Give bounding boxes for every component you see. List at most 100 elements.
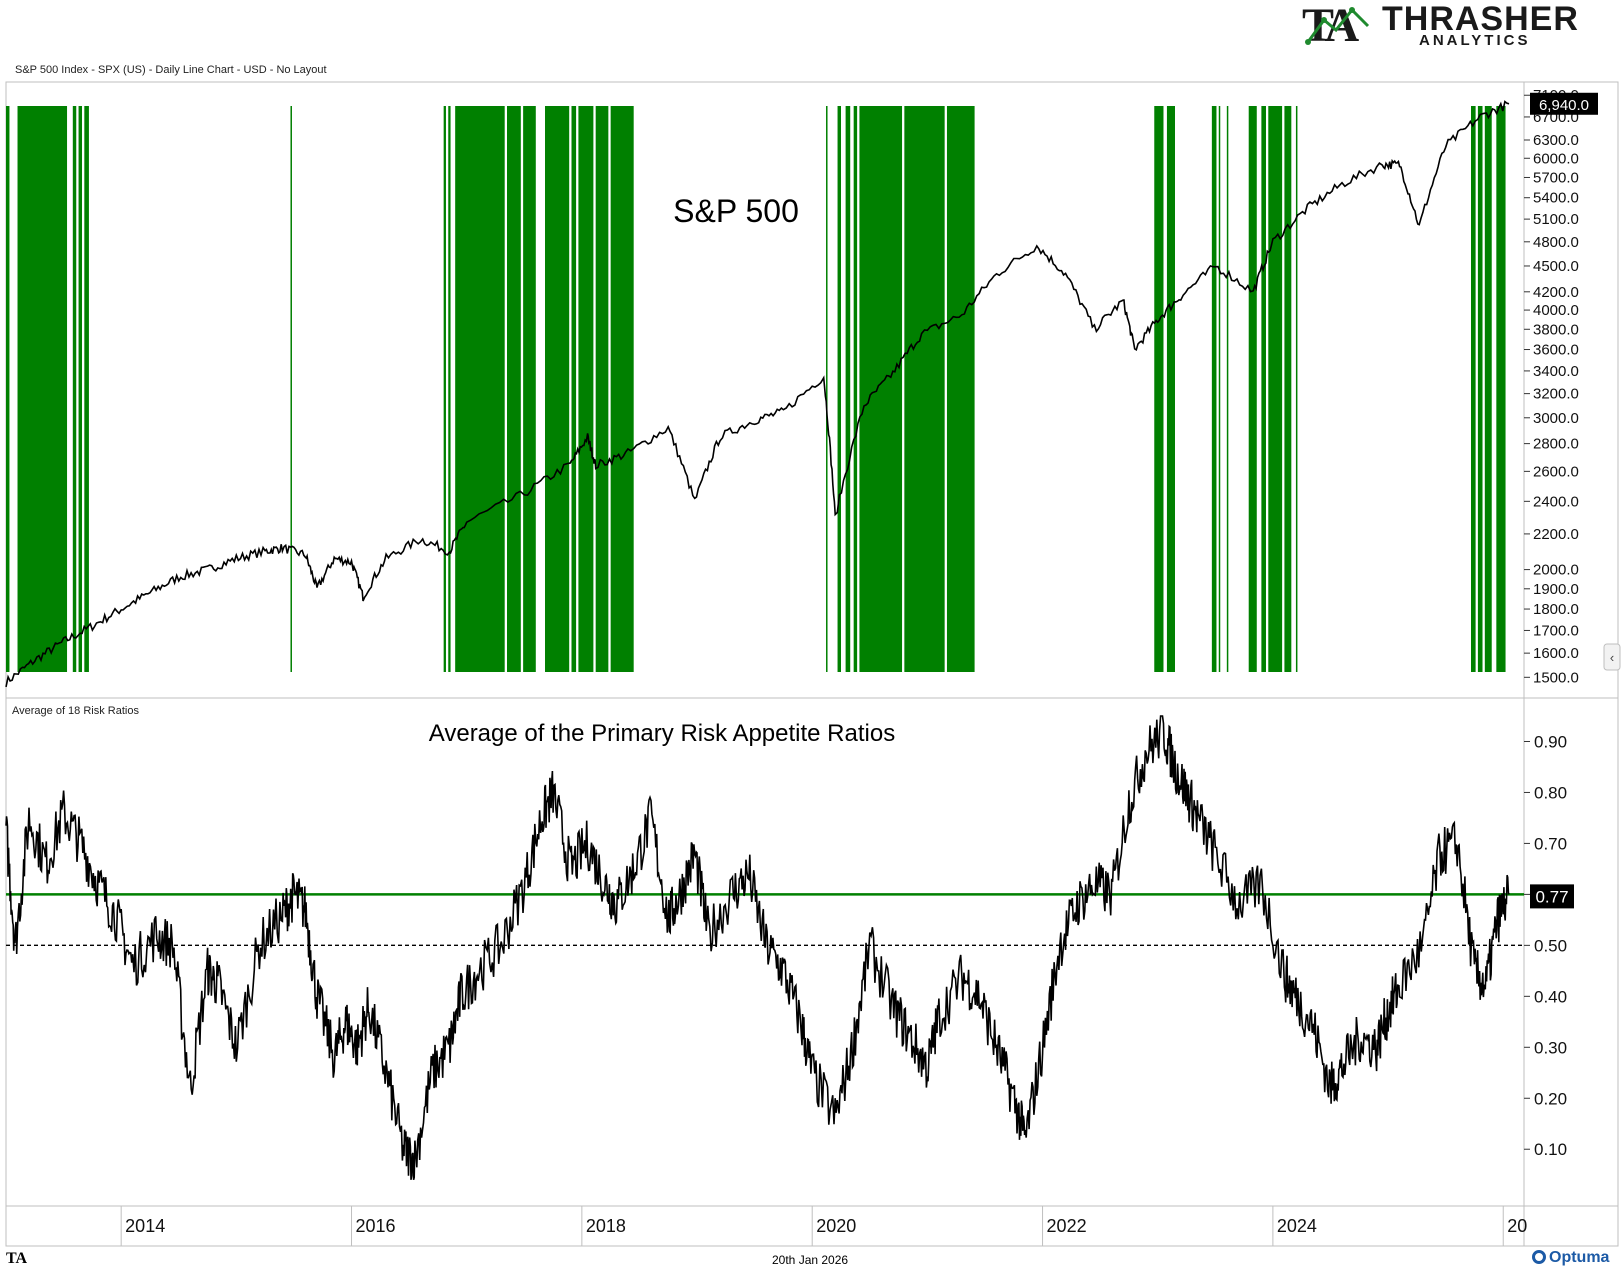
spx-panel-label: S&P 500 Index - SPX (US) - Daily Line Ch… — [15, 64, 327, 76]
y-tick-label: 4800.0 — [1533, 234, 1579, 251]
y-tick-label: 2400.0 — [1533, 493, 1579, 510]
x-tick-label: 2022 — [1047, 1216, 1087, 1236]
spx-title: S&P 500 — [673, 193, 799, 229]
y-tick-label: 1600.0 — [1533, 645, 1579, 662]
y-axis-ticks: 7100.06700.06300.06000.05700.05400.05100… — [1524, 87, 1579, 1159]
shade-band — [1284, 106, 1292, 672]
y-tick-label: 3400.0 — [1533, 363, 1579, 380]
x-axis-ticks: 2014 2016 2018 2020 2022 2024 20 — [120, 1206, 1527, 1246]
y-tick-label: 0.90 — [1534, 732, 1567, 751]
shade-band — [1211, 106, 1217, 672]
y-tick-label: 3200.0 — [1533, 386, 1579, 403]
svg-text:6,940.0: 6,940.0 — [1539, 97, 1589, 114]
shade-band — [1484, 106, 1492, 672]
y-tick-label: 0.20 — [1534, 1089, 1567, 1108]
shade-band — [84, 106, 89, 672]
y-tick-label: 3600.0 — [1533, 342, 1579, 359]
y-tick-label: 2000.0 — [1533, 562, 1579, 579]
chevron-left-icon[interactable]: ‹ — [1610, 650, 1614, 665]
y-tick-label: 3000.0 — [1533, 410, 1579, 427]
risk-on-shading — [6, 106, 1506, 672]
y-tick-label: 0.10 — [1534, 1140, 1567, 1159]
footer-date: 20th Jan 2026 — [772, 1253, 849, 1267]
risk-last-value-badge: 0.77 — [1530, 884, 1574, 909]
risk-ratio-line — [5, 715, 1510, 1181]
shade-band — [1226, 106, 1229, 672]
shade-band — [826, 106, 828, 672]
risk-title: Average of the Primary Risk Appetite Rat… — [429, 720, 895, 747]
shade-band — [1470, 106, 1476, 672]
shade-band — [17, 106, 68, 672]
y-tick-label: 0.40 — [1534, 987, 1567, 1006]
shade-band — [448, 106, 451, 672]
y-tick-label: 1700.0 — [1533, 622, 1579, 639]
y-tick-label: 6300.0 — [1533, 132, 1579, 149]
optuma-name: Optuma — [1549, 1249, 1610, 1266]
shade-band — [571, 106, 577, 672]
series-lines — [5, 100, 1510, 1181]
y-tick-label: 5100.0 — [1533, 211, 1579, 228]
y-tick-label: 5400.0 — [1533, 190, 1579, 207]
shade-band — [837, 106, 841, 672]
x-tick-label: 2024 — [1277, 1216, 1317, 1236]
shade-band — [1248, 106, 1257, 672]
shade-band — [845, 106, 851, 672]
shade-band — [595, 106, 609, 672]
y-tick-label: 0.70 — [1534, 834, 1567, 853]
shade-band — [578, 106, 594, 672]
x-tick-label: 2020 — [816, 1216, 856, 1236]
y-tick-label: 0.80 — [1534, 783, 1567, 802]
x-tick-label: 2014 — [125, 1216, 165, 1236]
optuma-icon — [1532, 1250, 1546, 1264]
shade-band — [507, 106, 521, 672]
y-tick-label: 1900.0 — [1533, 581, 1579, 598]
chart-frame — [5, 81, 1619, 1247]
y-tick-label: 4200.0 — [1533, 284, 1579, 301]
shade-band — [1261, 106, 1266, 672]
shade-band — [78, 106, 83, 672]
shade-band — [859, 106, 903, 672]
shade-band — [1496, 106, 1506, 672]
shade-band — [455, 106, 505, 672]
shade-band — [1477, 106, 1483, 672]
y-tick-label: 5700.0 — [1533, 169, 1579, 186]
shade-band — [290, 106, 292, 672]
y-tick-label: 6000.0 — [1533, 150, 1579, 167]
shade-band — [1295, 106, 1298, 672]
y-tick-label: 1800.0 — [1533, 601, 1579, 618]
shade-band — [523, 106, 536, 672]
shade-band — [853, 106, 858, 672]
x-tick-label: 2018 — [586, 1216, 626, 1236]
footer-mark: TA — [6, 1250, 28, 1267]
svg-text:0.77: 0.77 — [1535, 887, 1568, 906]
shade-band — [610, 106, 634, 672]
y-tick-label: 2600.0 — [1533, 463, 1579, 480]
shade-band — [443, 106, 446, 672]
shade-band — [545, 106, 570, 672]
y-tick-label: 3800.0 — [1533, 321, 1579, 338]
x-tick-label: 20 — [1507, 1216, 1527, 1236]
shade-band — [1268, 106, 1283, 672]
shade-band — [1218, 106, 1221, 672]
last-value-badges: 6,940.0 0.77 — [1530, 92, 1598, 909]
shade-band — [72, 106, 77, 672]
thrasher-logo: TA THRASHER ANALYTICS — [1302, 0, 1578, 52]
optuma-logo: Optuma — [1532, 1249, 1609, 1267]
y-tick-label: 0.50 — [1534, 936, 1567, 955]
y-tick-label: 0.30 — [1534, 1038, 1567, 1057]
logo-name: THRASHER — [1382, 0, 1579, 38]
collapse-tab[interactable] — [1603, 643, 1621, 671]
logo-chart-icon — [1305, 7, 1370, 45]
y-tick-label: 4000.0 — [1533, 302, 1579, 319]
spx-last-value-badge: 6,940.0 — [1530, 92, 1598, 115]
y-tick-label: 2200.0 — [1533, 526, 1579, 543]
y-tick-label: 1500.0 — [1533, 669, 1579, 686]
shade-band — [6, 106, 10, 672]
y-tick-label: 2800.0 — [1533, 436, 1579, 453]
shade-band — [904, 106, 945, 672]
logo-sub: ANALYTICS — [1419, 32, 1531, 49]
risk-panel-label: Average of 18 Risk Ratios — [12, 705, 139, 717]
shade-band — [1166, 106, 1175, 672]
spx-line — [5, 100, 1510, 688]
